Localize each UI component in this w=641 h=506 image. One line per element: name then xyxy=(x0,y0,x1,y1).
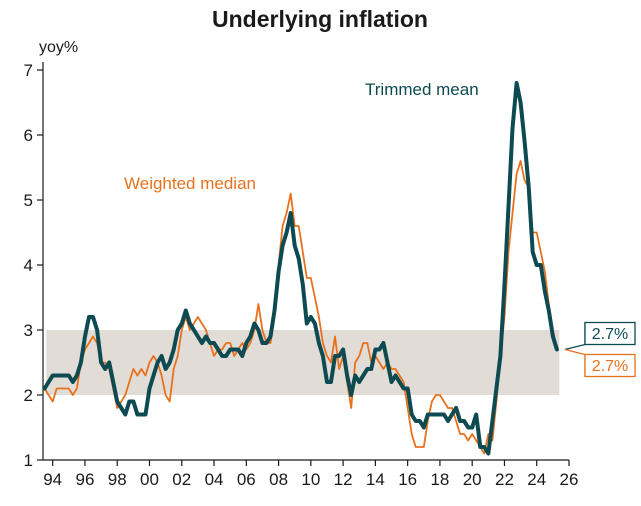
x-tick-label: 16 xyxy=(398,470,417,489)
y-tick-label: 4 xyxy=(24,256,33,275)
y-tick-label: 2 xyxy=(24,386,33,405)
x-tick-label: 10 xyxy=(301,470,320,489)
target-band xyxy=(46,330,560,395)
x-tick-label: 98 xyxy=(108,470,127,489)
y-tick-label: 6 xyxy=(24,126,33,145)
y-tick-label: 7 xyxy=(24,61,33,80)
y-tick-label: 3 xyxy=(24,321,33,340)
weighted-median-line xyxy=(43,160,558,455)
end-label-pointer xyxy=(564,348,586,377)
trimmed-mean-line xyxy=(42,81,559,456)
y-tick-label: 5 xyxy=(24,191,33,210)
x-tick-label: 00 xyxy=(140,470,159,489)
trimmed-mean-end-label: 2.7% xyxy=(592,326,628,343)
weighted-median-end-label: 2.7% xyxy=(592,358,628,375)
x-tick-label: 94 xyxy=(43,470,62,489)
x-tick-label: 18 xyxy=(430,470,449,489)
trimmed-mean-label: Trimmed mean xyxy=(365,80,479,99)
weighted-median-label: Weighted median xyxy=(124,174,256,193)
x-tick-label: 02 xyxy=(172,470,191,489)
x-tick-label: 04 xyxy=(205,470,224,489)
x-tick-label: 14 xyxy=(366,470,385,489)
x-tick-label: 96 xyxy=(75,470,94,489)
end-labels: 2.7% 2.7% xyxy=(564,321,636,378)
x-tick-label: 22 xyxy=(495,470,514,489)
trimmed-mean-end-label-box xyxy=(584,321,636,346)
end-label-pointer xyxy=(564,322,586,351)
x-tick-label: 20 xyxy=(463,470,482,489)
x-tick-label: 26 xyxy=(560,470,579,489)
y-tick-label: 1 xyxy=(24,451,33,470)
weighted-median-end-label-box xyxy=(584,353,636,378)
y-axis-unit-label: yoy% xyxy=(39,39,78,56)
x-tick-label: 12 xyxy=(334,470,353,489)
chart-title: Underlying inflation xyxy=(212,6,428,32)
x-tick-label: 08 xyxy=(269,470,288,489)
x-tick-label: 06 xyxy=(237,470,256,489)
series-lines xyxy=(42,81,559,456)
x-tick-label: 24 xyxy=(527,470,546,489)
